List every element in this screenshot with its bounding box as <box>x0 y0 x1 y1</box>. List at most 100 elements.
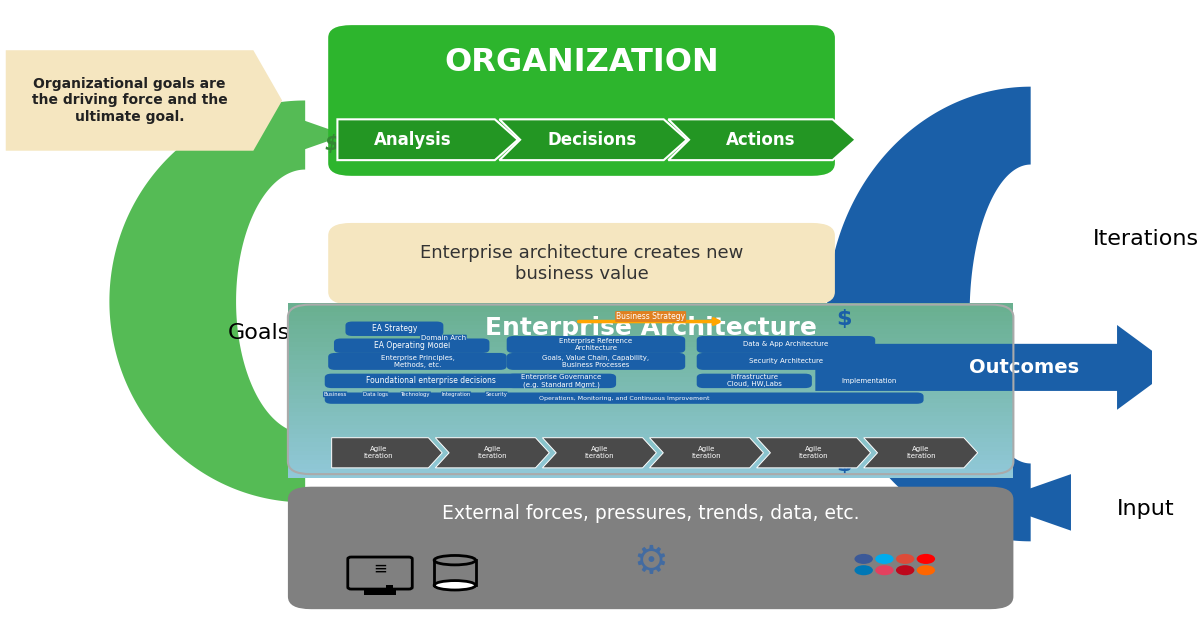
Circle shape <box>917 554 935 564</box>
FancyBboxPatch shape <box>817 374 922 388</box>
Bar <box>288 425 1013 431</box>
Bar <box>288 443 1013 448</box>
Text: Outcomes: Outcomes <box>968 358 1079 377</box>
Text: $: $ <box>836 309 852 328</box>
Text: Business: Business <box>324 392 347 397</box>
Text: Data & App Architecture: Data & App Architecture <box>743 342 828 347</box>
Bar <box>288 382 1013 387</box>
Text: ORGANIZATION: ORGANIZATION <box>444 47 719 78</box>
Bar <box>288 473 1013 479</box>
Bar <box>288 394 1013 400</box>
Text: ≡: ≡ <box>373 560 386 577</box>
Text: Domain Arch: Domain Arch <box>421 335 466 342</box>
Bar <box>288 369 1013 374</box>
Polygon shape <box>649 438 763 468</box>
Bar <box>288 455 1013 461</box>
Bar <box>288 447 1013 452</box>
Bar <box>288 308 1013 313</box>
Text: Foundational enterprise decisions: Foundational enterprise decisions <box>366 376 497 386</box>
Bar <box>364 588 396 595</box>
Circle shape <box>917 565 935 575</box>
Circle shape <box>875 554 894 564</box>
Bar <box>288 355 1013 361</box>
Polygon shape <box>499 119 686 160</box>
Text: EA Strategy: EA Strategy <box>372 324 418 333</box>
Bar <box>288 342 1013 348</box>
Bar <box>288 408 1013 413</box>
Text: Enterprise Architecture: Enterprise Architecture <box>485 317 816 340</box>
Bar <box>288 468 1013 474</box>
Polygon shape <box>6 50 282 151</box>
Text: Agile
Iteration: Agile Iteration <box>364 447 394 459</box>
Text: Implementation: Implementation <box>841 378 898 384</box>
Text: Operations, Monitoring, and Continuous Improvement: Operations, Monitoring, and Continuous I… <box>539 396 709 401</box>
Text: External forces, pressures, trends, data, etc.: External forces, pressures, trends, data… <box>442 504 859 522</box>
Text: Actions: Actions <box>726 131 796 149</box>
FancyBboxPatch shape <box>506 353 685 370</box>
Bar <box>288 347 1013 352</box>
FancyBboxPatch shape <box>697 336 875 353</box>
FancyBboxPatch shape <box>506 374 616 388</box>
Bar <box>288 434 1013 439</box>
Text: Goals, Value Chain, Capability,
Business Processes: Goals, Value Chain, Capability, Business… <box>542 355 649 368</box>
Bar <box>288 430 1013 435</box>
Bar <box>288 312 1013 318</box>
Text: EA Operating Model: EA Operating Model <box>373 341 450 350</box>
Text: Security Architecture: Security Architecture <box>749 359 823 364</box>
Circle shape <box>896 554 914 564</box>
Bar <box>288 464 1013 470</box>
Bar <box>288 325 1013 330</box>
Text: Agile
Iteration: Agile Iteration <box>584 447 614 459</box>
Bar <box>288 438 1013 443</box>
Bar <box>288 390 1013 396</box>
Text: Input: Input <box>1117 499 1175 519</box>
Text: Infrastructure
Cloud, HW,Labs: Infrastructure Cloud, HW,Labs <box>727 374 781 387</box>
Text: Data logs: Data logs <box>362 392 388 397</box>
FancyBboxPatch shape <box>329 353 506 370</box>
Bar <box>288 330 1013 335</box>
Polygon shape <box>864 438 978 468</box>
Bar <box>288 403 1013 409</box>
Ellipse shape <box>434 580 475 590</box>
Polygon shape <box>109 100 305 502</box>
Text: ⚙: ⚙ <box>634 543 668 581</box>
FancyBboxPatch shape <box>697 353 875 370</box>
Text: Technology: Technology <box>401 392 431 397</box>
Polygon shape <box>542 438 656 468</box>
Bar <box>288 373 1013 379</box>
Polygon shape <box>337 119 518 160</box>
Text: Enterprise Governance
(e.g. Standard Mgmt.): Enterprise Governance (e.g. Standard Mgm… <box>521 374 601 387</box>
Text: Enterprise Principles,
Methods, etc.: Enterprise Principles, Methods, etc. <box>380 355 455 368</box>
Bar <box>288 416 1013 422</box>
FancyBboxPatch shape <box>329 223 835 305</box>
Bar <box>288 351 1013 357</box>
Bar <box>288 451 1013 457</box>
Circle shape <box>854 554 872 564</box>
Text: Security: Security <box>485 392 508 397</box>
Polygon shape <box>815 325 1175 409</box>
Polygon shape <box>265 107 346 163</box>
Text: Organizational goals are
the driving force and the
ultimate goal.: Organizational goals are the driving for… <box>31 77 228 124</box>
Bar <box>288 364 1013 370</box>
Text: Agile
Iteration: Agile Iteration <box>906 447 936 459</box>
Bar <box>288 338 1013 344</box>
Bar <box>385 585 392 589</box>
Bar <box>288 386 1013 391</box>
Bar <box>288 377 1013 382</box>
Circle shape <box>854 565 872 575</box>
FancyBboxPatch shape <box>334 338 490 353</box>
Text: $$$$$: $$$$$ <box>325 134 397 154</box>
Circle shape <box>875 565 894 575</box>
Text: Agile
Iteration: Agile Iteration <box>691 447 721 459</box>
Text: Decisions: Decisions <box>547 131 636 149</box>
Text: Business Strategy: Business Strategy <box>616 312 685 321</box>
Bar <box>434 560 475 585</box>
FancyBboxPatch shape <box>506 336 685 353</box>
Bar <box>288 421 1013 426</box>
FancyBboxPatch shape <box>325 392 924 404</box>
Circle shape <box>896 565 914 575</box>
Text: Analysis: Analysis <box>374 131 451 149</box>
Bar <box>288 321 1013 326</box>
Bar <box>288 412 1013 418</box>
Polygon shape <box>827 87 1031 541</box>
